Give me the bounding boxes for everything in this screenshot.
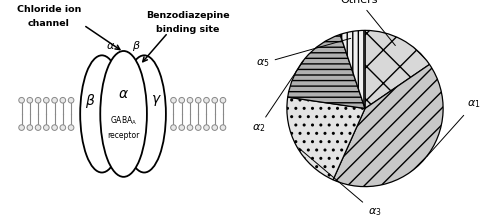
- Circle shape: [68, 125, 74, 130]
- Wedge shape: [340, 30, 365, 108]
- Text: $\alpha$: $\alpha$: [106, 41, 115, 51]
- Circle shape: [212, 97, 218, 103]
- Circle shape: [68, 97, 74, 103]
- Circle shape: [27, 125, 32, 130]
- Ellipse shape: [80, 55, 124, 173]
- Circle shape: [52, 97, 58, 103]
- Circle shape: [60, 125, 66, 130]
- Wedge shape: [287, 97, 365, 180]
- Text: receptor: receptor: [108, 131, 140, 140]
- Text: $\alpha_2$: $\alpha_2$: [252, 61, 304, 134]
- Text: $\alpha_1$: $\alpha_1$: [427, 99, 480, 156]
- Text: $\beta$: $\beta$: [84, 92, 95, 110]
- Circle shape: [196, 97, 201, 103]
- Circle shape: [60, 97, 66, 103]
- Circle shape: [27, 97, 32, 103]
- Text: GABA$_\mathsf{A}$: GABA$_\mathsf{A}$: [110, 114, 137, 127]
- Circle shape: [52, 125, 58, 130]
- Text: $\alpha$: $\alpha$: [118, 87, 129, 101]
- Circle shape: [44, 97, 49, 103]
- Text: binding site: binding site: [156, 25, 220, 34]
- Text: Benzodiazepine: Benzodiazepine: [146, 11, 230, 20]
- Circle shape: [187, 125, 193, 130]
- Circle shape: [179, 125, 184, 130]
- Circle shape: [220, 125, 226, 130]
- Circle shape: [196, 125, 201, 130]
- Circle shape: [36, 97, 41, 103]
- Circle shape: [187, 97, 193, 103]
- Text: Others: Others: [340, 0, 396, 46]
- Ellipse shape: [122, 55, 166, 173]
- Text: $\alpha_3$: $\alpha_3$: [298, 148, 381, 217]
- Circle shape: [204, 125, 210, 130]
- Text: $\alpha_5$: $\alpha_5$: [256, 38, 350, 69]
- Circle shape: [170, 97, 176, 103]
- Circle shape: [44, 125, 49, 130]
- Circle shape: [212, 125, 218, 130]
- Circle shape: [204, 97, 210, 103]
- Text: $\beta$: $\beta$: [132, 39, 141, 53]
- Ellipse shape: [100, 51, 147, 177]
- Wedge shape: [365, 30, 430, 108]
- Wedge shape: [333, 64, 443, 187]
- Circle shape: [19, 125, 24, 130]
- Text: $\gamma$: $\gamma$: [150, 93, 162, 108]
- Circle shape: [36, 125, 41, 130]
- Wedge shape: [288, 35, 365, 108]
- Circle shape: [220, 97, 226, 103]
- Text: Chloride ion: Chloride ion: [16, 5, 81, 14]
- Circle shape: [179, 97, 184, 103]
- Text: channel: channel: [28, 19, 70, 28]
- Circle shape: [19, 97, 24, 103]
- Circle shape: [170, 125, 176, 130]
